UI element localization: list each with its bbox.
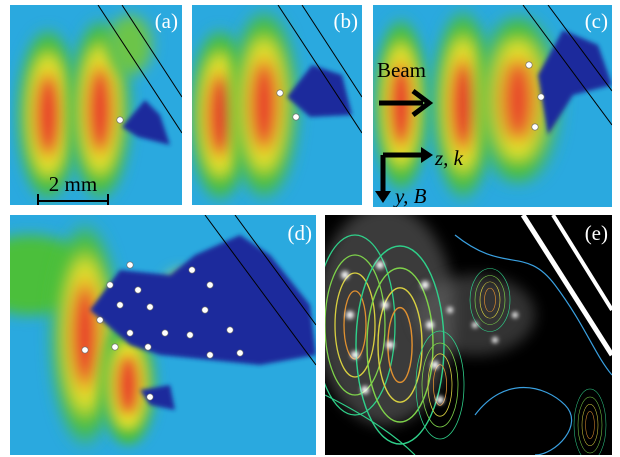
panel-label: (a) [155, 9, 178, 33]
panel-c: Beam z, k y, B (c) [373, 5, 612, 208]
figure: 2 mm (a) (b) Beam z, k y, B (c) (d) [0, 0, 620, 457]
axis-y-label: y, B [393, 184, 427, 208]
panel-label: (c) [585, 9, 608, 33]
panel-a: 2 mm (a) [10, 5, 182, 205]
panel-label: (d) [288, 221, 313, 245]
scale-bar-label: 2 mm [49, 172, 97, 196]
panel-d: (d) [0, 215, 316, 455]
panel-label: (e) [585, 221, 608, 245]
panel-e: (e) [315, 205, 612, 457]
axis-z-label: z, k [434, 146, 464, 170]
beam-label: Beam [377, 58, 426, 82]
panel-b: (b) [190, 5, 362, 205]
panel-label: (b) [334, 9, 359, 33]
